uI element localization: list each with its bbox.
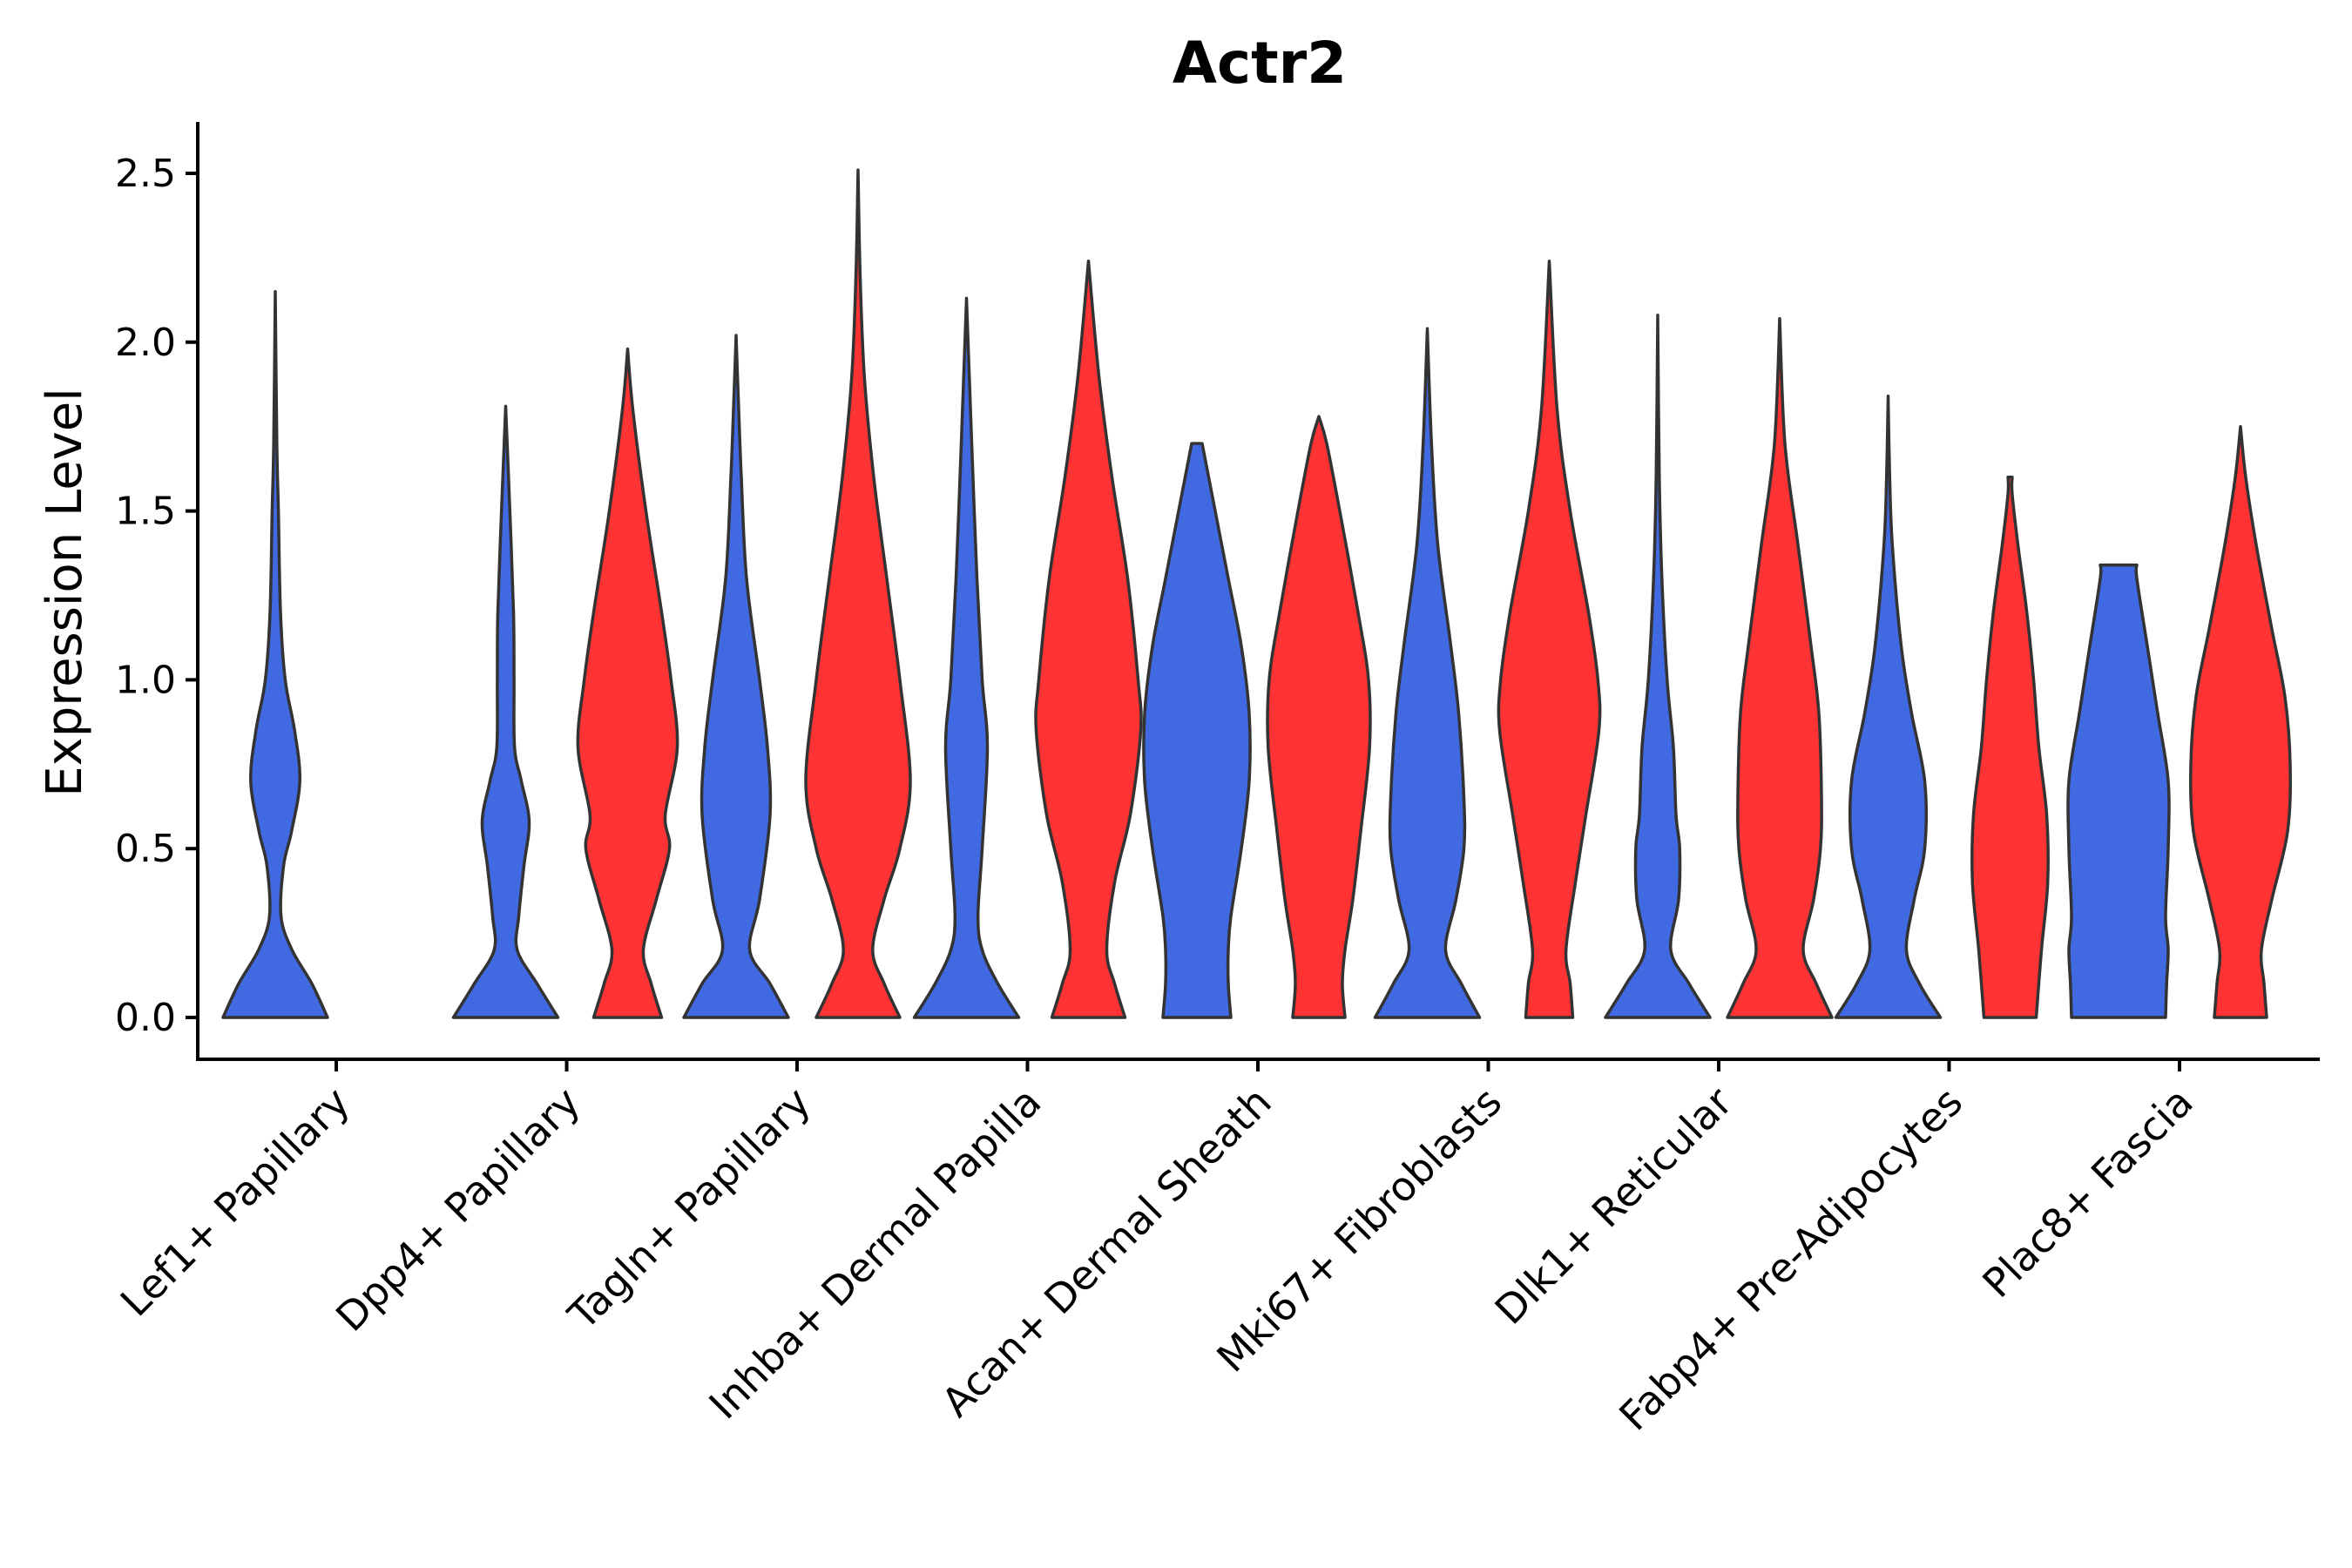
violin-lef1-papillary-group-1 — [221, 289, 329, 1019]
violin-dlk1-reticular-group-1 — [1604, 314, 1712, 1019]
violin-fabp4-pre-adipocytes-group-1 — [1834, 395, 1943, 1019]
violin-dpp4-papillary-group-1 — [451, 404, 560, 1019]
y-tick-label: 1.0 — [115, 658, 176, 702]
y-tick-label: 0.5 — [115, 827, 176, 871]
violin-plac8-fascia-group-2 — [2189, 424, 2292, 1019]
violin-plac8-fascia-group-1 — [2066, 563, 2171, 1019]
violin-acan-dermal-sheath-group-2 — [1266, 415, 1372, 1019]
x-tick-label: Tagln+ Papillary — [558, 1078, 820, 1340]
violin-tagln-papillary-group-1 — [682, 334, 790, 1019]
y-axis-ticks: 0.0 0.5 1.0 1.5 2.0 2.5 — [115, 152, 198, 1040]
x-tick-label: Lef1+ Papillary — [112, 1078, 359, 1326]
violin-fabp4-pre-adipocytes-group-2 — [1970, 476, 2050, 1019]
violin-inhba-dermal-papilla-group-1 — [912, 296, 1021, 1019]
y-tick-label: 0.0 — [115, 996, 176, 1040]
violin-mki67-fibroblasts-group-2 — [1497, 260, 1602, 1019]
chart-title: Actr2 — [1173, 30, 1347, 97]
violin-mki67-fibroblasts-group-1 — [1373, 327, 1482, 1019]
y-axis-title: Expression Level — [37, 388, 93, 797]
violin-acan-dermal-sheath-group-1 — [1142, 442, 1252, 1019]
violins — [221, 168, 2292, 1019]
violin-dpp4-papillary-group-2 — [576, 347, 679, 1019]
x-tick-label: Dpp4+ Papillary — [327, 1078, 589, 1341]
violin-tagln-papillary-group-2 — [804, 168, 912, 1019]
y-tick-label: 2.5 — [115, 152, 176, 196]
violin-dlk1-reticular-group-2 — [1726, 316, 1834, 1019]
y-tick-label: 1.5 — [115, 490, 176, 534]
x-tick-label: Plac8+ Fascia — [1973, 1078, 2201, 1307]
violin-inhba-dermal-papilla-group-2 — [1034, 260, 1143, 1019]
y-tick-label: 2.0 — [115, 321, 176, 365]
x-tick-label: Dlk1+ Reticular — [1486, 1078, 1741, 1334]
